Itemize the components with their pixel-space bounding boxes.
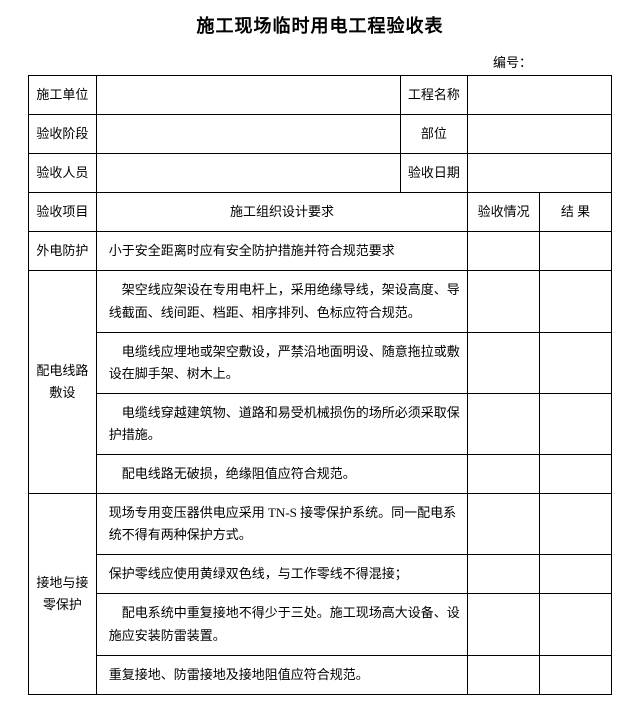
table-row: 配电线路敷设 架空线应架设在专用电杆上，采用绝缘导线，架设高度、导线截面、线间距… [29,271,612,332]
req-cell: 电缆线应埋地或架空敷设，严禁沿地面明设、随意拖拉或敷设在脚手架、树木上。 [96,332,468,393]
row-column-headers: 验收项目 施工组织设计要求 验收情况 结 果 [29,193,612,232]
table-row: 配电线路无破损，绝缘阻值应符合规范。 [29,455,612,494]
status-cell [468,555,540,594]
status-cell [468,271,540,332]
construction-unit-value [96,76,400,115]
result-cell [540,494,612,555]
acceptance-table: 施工单位 工程名称 验收阶段 部位 验收人员 验收日期 验收项目 施工组织设计要… [28,75,612,695]
status-cell [468,232,540,271]
table-row: 电缆线应埋地或架空敷设，严禁沿地面明设、随意拖拉或敷设在脚手架、树木上。 [29,332,612,393]
result-cell [540,271,612,332]
result-cell [540,393,612,454]
req-cell: 保护零线应使用黄绿双色线，与工作零线不得混接； [96,555,468,594]
table-row: 外电防护 小于安全距离时应有安全防护措施并符合规范要求 [29,232,612,271]
acceptance-date-value [468,154,612,193]
req-cell: 现场专用变压器供电应采用 TN-S 接零保护系统。同一配电系统不得有两种保护方式… [96,494,468,555]
col-item: 验收项目 [29,193,97,232]
status-cell [468,594,540,655]
result-cell [540,232,612,271]
acceptance-personnel-value [96,154,400,193]
acceptance-stage-label: 验收阶段 [29,115,97,154]
row-construction-unit: 施工单位 工程名称 [29,76,612,115]
table-row: 配电系统中重复接地不得少于三处。施工现场高大设备、设施应安装防雷装置。 [29,594,612,655]
status-cell [468,655,540,694]
row-acceptance-personnel: 验收人员 验收日期 [29,154,612,193]
acceptance-date-label: 验收日期 [400,154,468,193]
req-cell: 配电线路无破损，绝缘阻值应符合规范。 [96,455,468,494]
table-row: 接地与接零保护 现场专用变压器供电应采用 TN-S 接零保护系统。同一配电系统不… [29,494,612,555]
project-name-label: 工程名称 [400,76,468,115]
result-cell [540,655,612,694]
acceptance-stage-value [96,115,400,154]
result-cell [540,594,612,655]
part-value [468,115,612,154]
construction-unit-label: 施工单位 [29,76,97,115]
status-cell [468,332,540,393]
col-design-req: 施工组织设计要求 [96,193,468,232]
doc-number-label: 编号： [28,52,612,71]
result-cell [540,332,612,393]
section-name: 接地与接零保护 [29,494,97,695]
req-cell: 重复接地、防雷接地及接地阻值应符合规范。 [96,655,468,694]
table-row: 重复接地、防雷接地及接地阻值应符合规范。 [29,655,612,694]
status-cell [468,494,540,555]
col-status: 验收情况 [468,193,540,232]
result-cell [540,555,612,594]
table-row: 电缆线穿越建筑物、道路和易受机械损伤的场所必须采取保护措施。 [29,393,612,454]
page-title: 施工现场临时用电工程验收表 [28,12,612,38]
section-name: 外电防护 [29,232,97,271]
row-acceptance-stage: 验收阶段 部位 [29,115,612,154]
part-label: 部位 [400,115,468,154]
req-cell: 电缆线穿越建筑物、道路和易受机械损伤的场所必须采取保护措施。 [96,393,468,454]
section-name: 配电线路敷设 [29,271,97,494]
status-cell [468,393,540,454]
table-row: 保护零线应使用黄绿双色线，与工作零线不得混接； [29,555,612,594]
project-name-value [468,76,612,115]
acceptance-personnel-label: 验收人员 [29,154,97,193]
col-result: 结 果 [540,193,612,232]
status-cell [468,455,540,494]
req-cell: 架空线应架设在专用电杆上，采用绝缘导线，架设高度、导线截面、线间距、档距、相序排… [96,271,468,332]
req-cell: 配电系统中重复接地不得少于三处。施工现场高大设备、设施应安装防雷装置。 [96,594,468,655]
req-cell: 小于安全距离时应有安全防护措施并符合规范要求 [96,232,468,271]
result-cell [540,455,612,494]
